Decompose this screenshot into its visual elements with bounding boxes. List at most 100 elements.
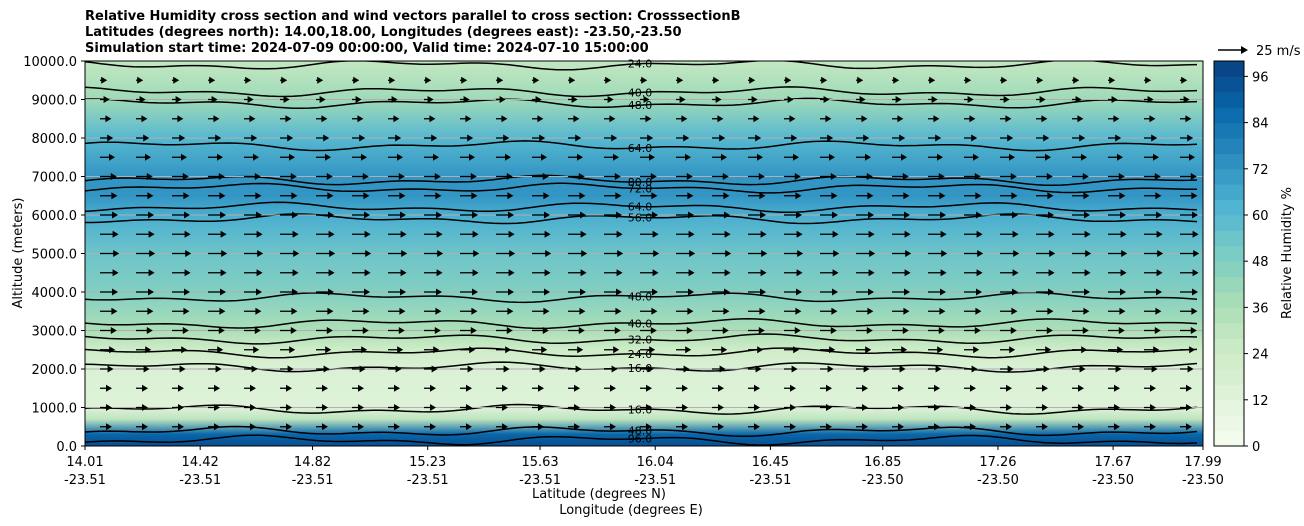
colorbar-level <box>1214 384 1244 401</box>
wind-arrow-head <box>327 307 334 315</box>
wind-arrow-head <box>146 327 153 334</box>
wind-arrow-head <box>290 173 297 180</box>
wind-arrow-head <box>399 192 406 200</box>
wind-arrow-head <box>137 76 144 84</box>
wind-arrow-head <box>1192 288 1198 296</box>
wind-arrow-head <box>652 269 659 277</box>
wind-arrow-head <box>1012 211 1018 219</box>
wind-arrow-head <box>395 134 402 142</box>
contour-label: 48.0 <box>628 424 653 437</box>
wind-arrow-head <box>901 346 908 354</box>
wind-arrow-head <box>789 115 796 123</box>
wind-arrow-head <box>1151 365 1158 373</box>
colorbar-label: Relative Humidity % <box>1280 187 1295 319</box>
wind-arrow-head <box>718 423 724 431</box>
wind-arrow-head <box>722 173 729 180</box>
wind-arrow-head <box>1011 307 1018 315</box>
wind-arrow-head <box>148 230 155 238</box>
wind-arrow-head <box>722 327 729 334</box>
colorbar-level <box>1214 322 1244 339</box>
wind-arrow-head <box>579 192 586 200</box>
x-tick-label-latitude: 14.42 <box>182 455 219 470</box>
wind-arrow-head <box>679 96 686 103</box>
wind-arrow-head <box>250 384 256 392</box>
wind-arrow-head <box>1047 307 1054 315</box>
wind-arrow-head <box>937 346 944 354</box>
wind-arrow-head <box>502 404 508 411</box>
wind-arrow-head <box>1048 288 1054 296</box>
wind-arrow-head <box>934 404 940 411</box>
wind-arrow-head <box>321 115 328 123</box>
wind-arrow-head <box>650 173 657 180</box>
colorbar-level <box>1214 353 1244 370</box>
wind-arrow-head <box>1045 153 1051 161</box>
wind-arrow-head <box>358 384 364 392</box>
wind-arrow-head <box>831 192 838 200</box>
wind-arrow-head <box>651 192 658 200</box>
wind-arrow-head <box>579 307 586 315</box>
wind-arrow-head <box>214 404 220 411</box>
contour-label: 24.0 <box>628 348 653 361</box>
colorbar-level <box>1214 215 1244 231</box>
wind-arrow-head <box>1189 346 1196 354</box>
chart-title-line-2: Latitudes (degrees north): 14.00,18.00, … <box>85 25 682 40</box>
wind-arrow-head <box>616 288 622 296</box>
wind-arrow-head <box>1046 173 1053 180</box>
wind-arrow-head <box>292 211 298 219</box>
wind-arrow-head <box>1010 327 1017 334</box>
x-tick-label-longitude: -23.51 <box>64 473 106 488</box>
wind-arrow-head <box>213 115 220 123</box>
wind-arrow-head <box>326 173 333 180</box>
wind-arrow-head <box>399 307 406 315</box>
wind-arrow-head <box>145 153 151 161</box>
contour-label: 16.0 <box>628 403 653 416</box>
wind-arrow-head <box>173 76 180 84</box>
wind-arrow-head <box>105 115 112 123</box>
wind-arrow-head <box>364 230 371 238</box>
wind-arrow-head <box>862 404 868 411</box>
wind-arrow-head <box>142 404 148 411</box>
wind-arrow-head <box>645 115 652 123</box>
wind-arrow-head <box>610 423 616 431</box>
wind-arrow-head <box>1186 384 1192 392</box>
wind-arrow-head <box>1156 211 1162 219</box>
wind-arrow-head <box>826 423 832 431</box>
wind-arrow-head <box>431 134 438 142</box>
wind-arrow-head <box>461 76 468 84</box>
wind-arrow-head <box>646 384 652 392</box>
wind-arrow-head <box>577 153 583 161</box>
wind-arrow-head <box>825 115 832 123</box>
x-tick-label-latitude: 15.63 <box>521 455 558 470</box>
y-tick-label: 9000.0 <box>32 94 78 109</box>
wind-arrow-head <box>214 423 220 431</box>
wind-arrow-head <box>686 327 693 334</box>
contour-label: 64.0 <box>628 142 653 155</box>
contour-line <box>85 182 1198 194</box>
wind-arrow-head <box>1181 76 1188 84</box>
wind-arrow-head <box>863 134 870 142</box>
wind-arrow-head <box>364 211 370 219</box>
colorbar-level <box>1214 76 1244 93</box>
wind-arrow-head <box>616 269 623 277</box>
wind-arrow-head <box>469 153 475 161</box>
wind-arrow-head <box>1150 404 1156 411</box>
wind-arrow-head <box>643 96 650 103</box>
wind-arrow-head <box>112 230 119 238</box>
quiver-key-arrowhead <box>1241 46 1248 54</box>
wind-arrow-head <box>1115 134 1122 142</box>
wind-arrow-head <box>1011 192 1018 200</box>
wind-arrow-head <box>829 346 836 354</box>
wind-arrow-head <box>328 288 334 296</box>
x-tick-label-latitude: 16.45 <box>752 455 789 470</box>
wind-arrow-head <box>472 230 479 238</box>
wind-arrow-head <box>611 134 618 142</box>
wind-arrow-head <box>754 384 760 392</box>
colorbar-level <box>1214 107 1244 124</box>
wind-arrow-head <box>795 192 802 200</box>
wind-arrow-head <box>866 327 873 334</box>
wind-arrow-head <box>933 115 940 123</box>
wind-arrow-head <box>652 230 659 238</box>
wind-arrow-head <box>869 250 876 257</box>
wind-arrow-head <box>687 307 694 315</box>
wind-arrow-head <box>976 288 982 296</box>
